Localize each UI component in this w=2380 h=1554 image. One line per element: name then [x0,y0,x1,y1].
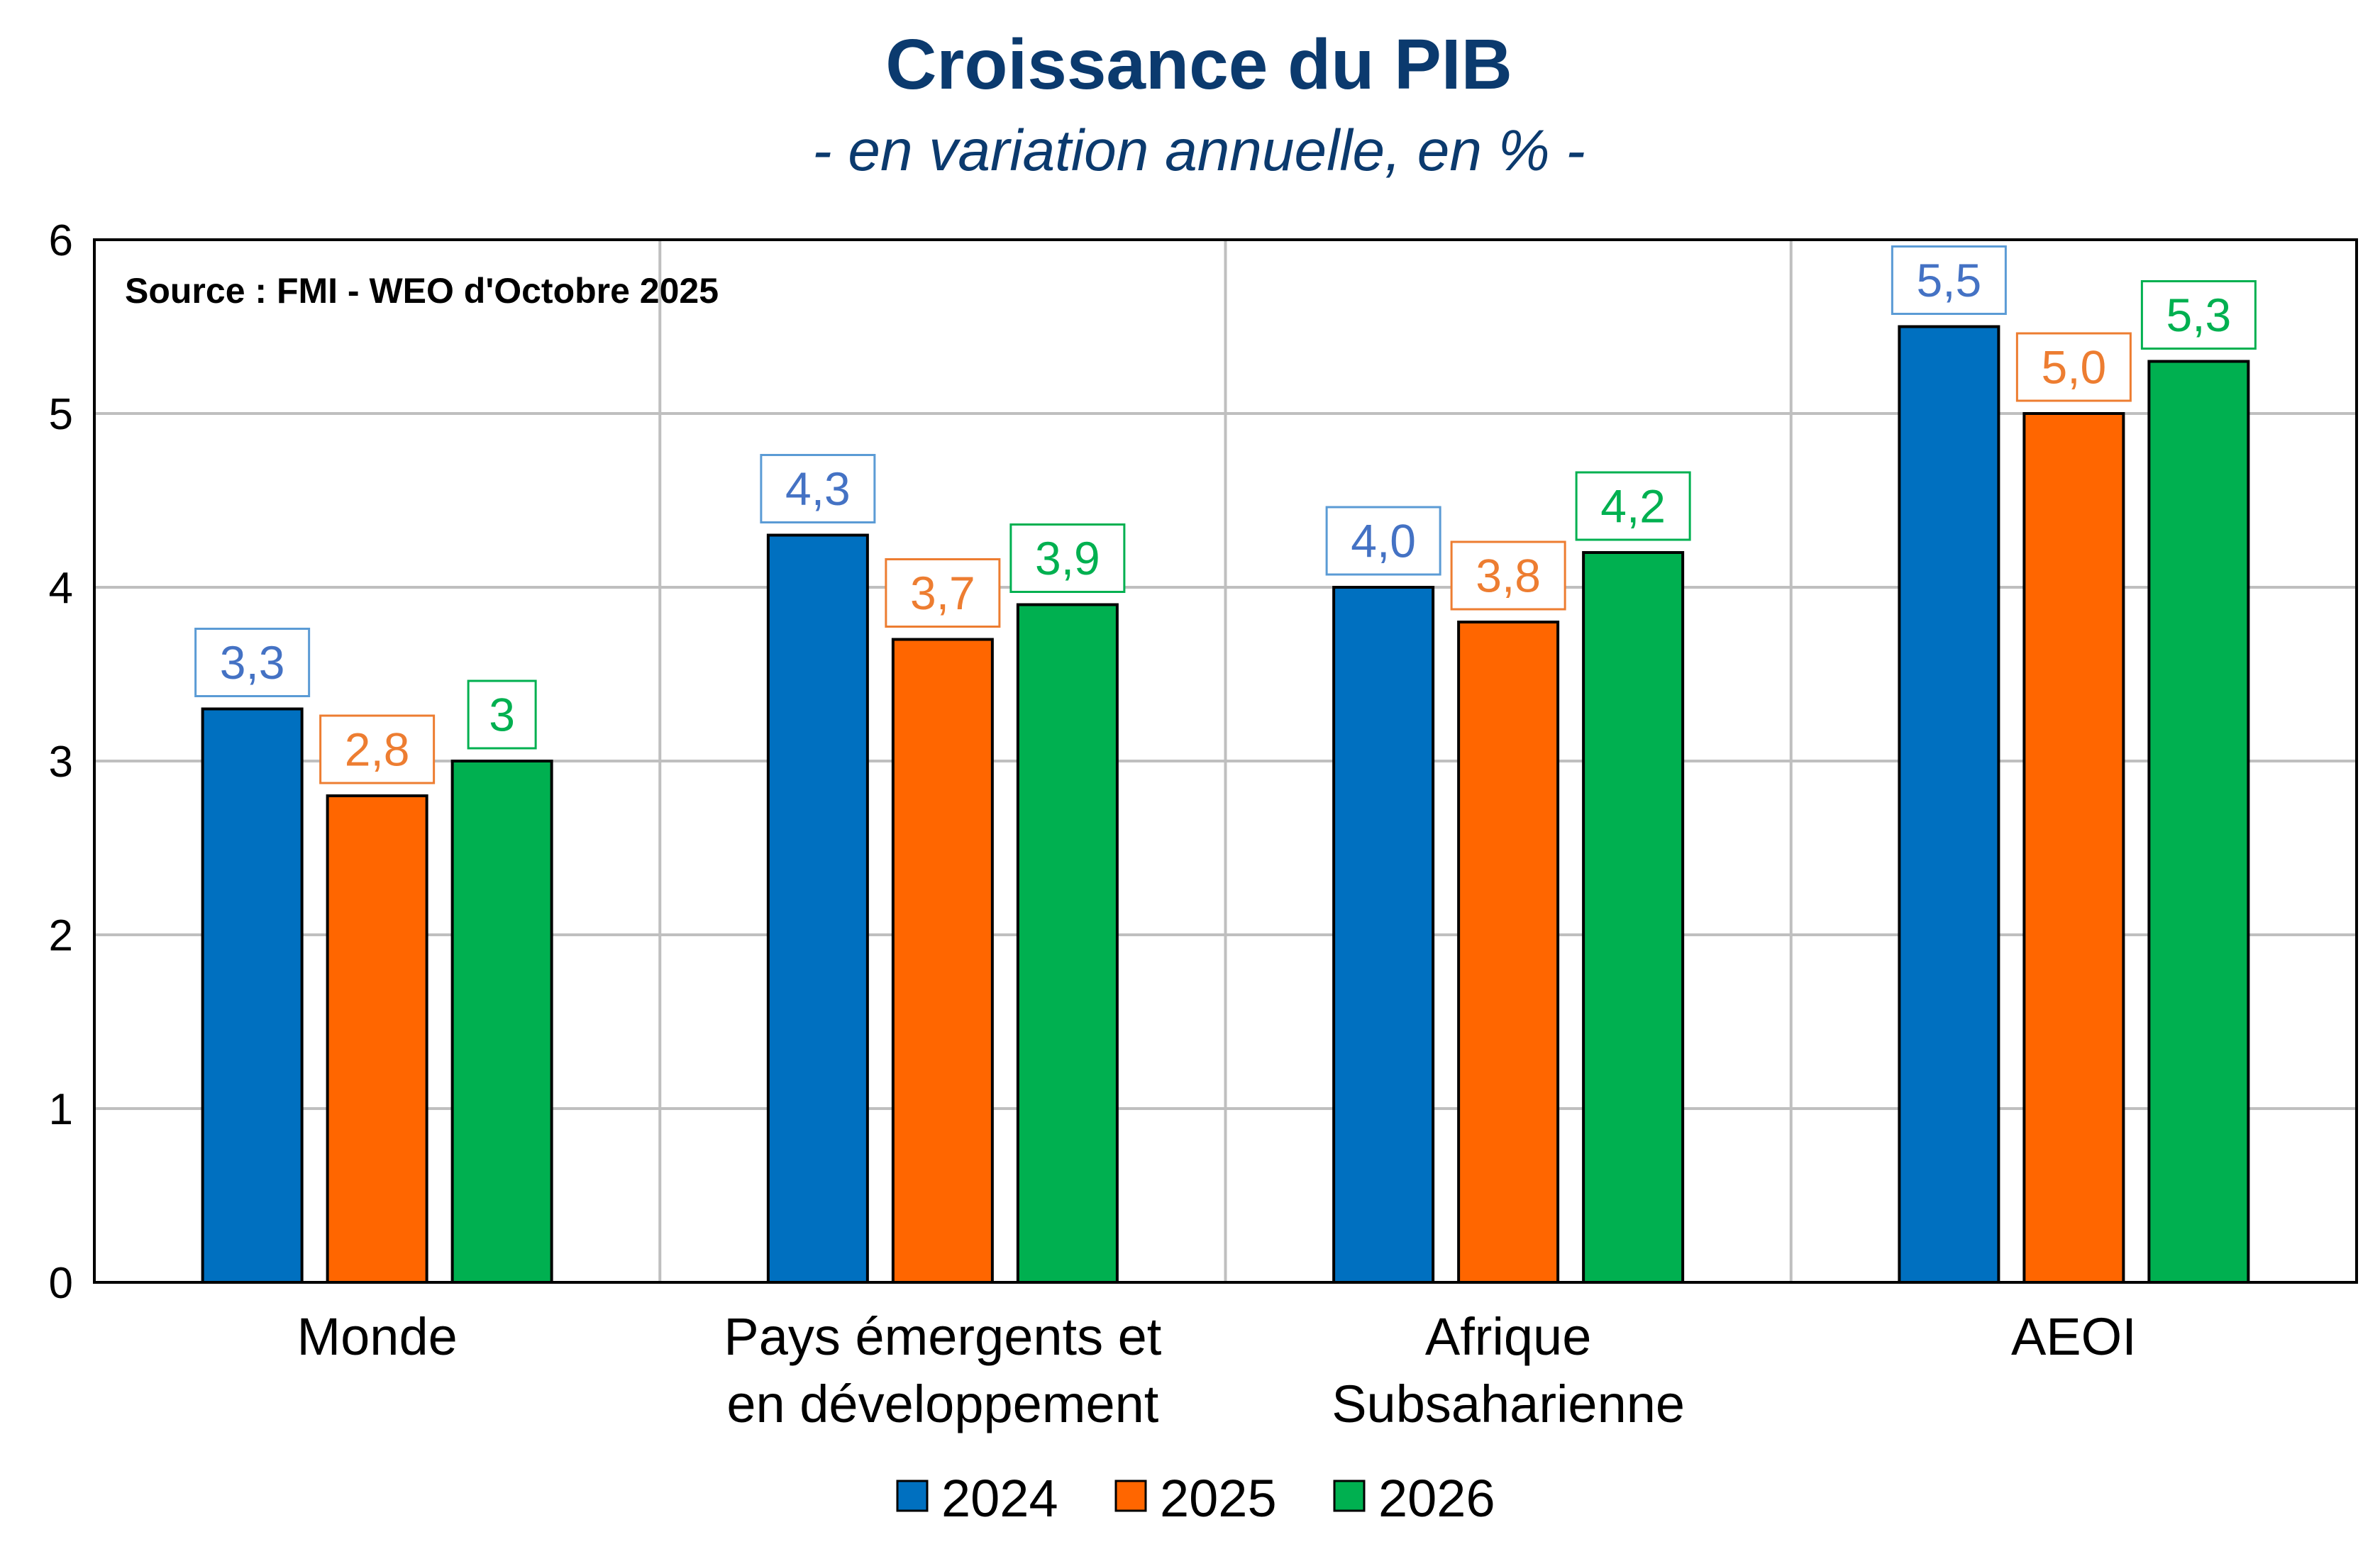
x-category-label: AEOI [2011,1307,2137,1366]
data-label-box [1009,523,1126,593]
x-category-label: en développement [726,1375,1158,1433]
data-label-box [760,454,876,523]
y-tick-label: 2 [49,911,73,960]
legend-swatch [896,1480,929,1512]
bar-2024 [1898,325,2000,1284]
data-label: 3,7 [910,567,975,619]
y-tick-label: 0 [49,1259,73,1308]
bar-2026 [2147,360,2250,1284]
data-label-box [2140,280,2257,350]
legend-swatch [1333,1480,1366,1512]
x-category-label: Subsaharienne [1332,1375,1685,1433]
bar-2026 [1016,603,1119,1284]
data-label-box [1575,471,1691,541]
bar-2025 [1457,621,1560,1284]
source-annotation: Source : FMI - WEO d'Octobre 2025 [125,271,719,311]
bar-2026 [450,760,553,1284]
y-tick-label: 1 [49,1085,73,1134]
data-label-box [319,714,436,784]
y-tick-label: 4 [49,564,73,613]
bar-2024 [1332,586,1435,1284]
legend-label: 2024 [941,1469,1058,1528]
data-label: 3 [489,689,515,741]
chart-subtitle: - en variation annuelle, en % - [812,118,1585,183]
data-label: 2,8 [345,723,410,776]
data-label-box [194,628,311,697]
bar-2025 [2022,412,2125,1284]
data-label-box [1450,540,1566,611]
bar-2025 [326,794,428,1284]
x-category-label: Monde [297,1307,457,1366]
bar-2024 [201,707,304,1284]
data-label: 3,3 [220,636,285,689]
data-label: 4,3 [785,462,851,515]
legend-item-2026: 2026 [1333,1469,1495,1528]
plot-area-border [93,238,2358,1284]
bar-2025 [891,638,994,1284]
data-label: 5,3 [2166,289,2232,341]
data-label-box [2015,332,2132,402]
bar-2026 [1582,551,1685,1284]
data-label: 4,0 [1351,515,1416,567]
legend-item-2024: 2024 [896,1469,1058,1528]
y-tick-label: 5 [49,390,73,439]
legend-label: 2026 [1378,1469,1495,1528]
bar-2024 [766,533,869,1284]
y-tick-label: 6 [49,216,73,265]
legend-swatch [1114,1480,1147,1512]
data-label: 5,5 [1917,254,1982,306]
x-category-label: Afrique [1425,1307,1591,1366]
data-label-box [1325,506,1441,576]
x-category-label: Pays émergents et [724,1307,1161,1366]
chart-title: Croissance du PIB [885,25,1512,104]
data-label: 5,0 [2042,341,2107,394]
y-tick-label: 3 [49,738,73,787]
legend-label: 2025 [1160,1469,1277,1528]
data-label: 3,8 [1476,550,1541,602]
data-label: 4,2 [1600,480,1666,533]
data-label-box [467,679,537,750]
data-label-box [1891,245,2007,315]
data-label-box [885,558,1001,628]
data-label: 3,9 [1035,532,1100,584]
legend-item-2025: 2025 [1114,1469,1277,1528]
